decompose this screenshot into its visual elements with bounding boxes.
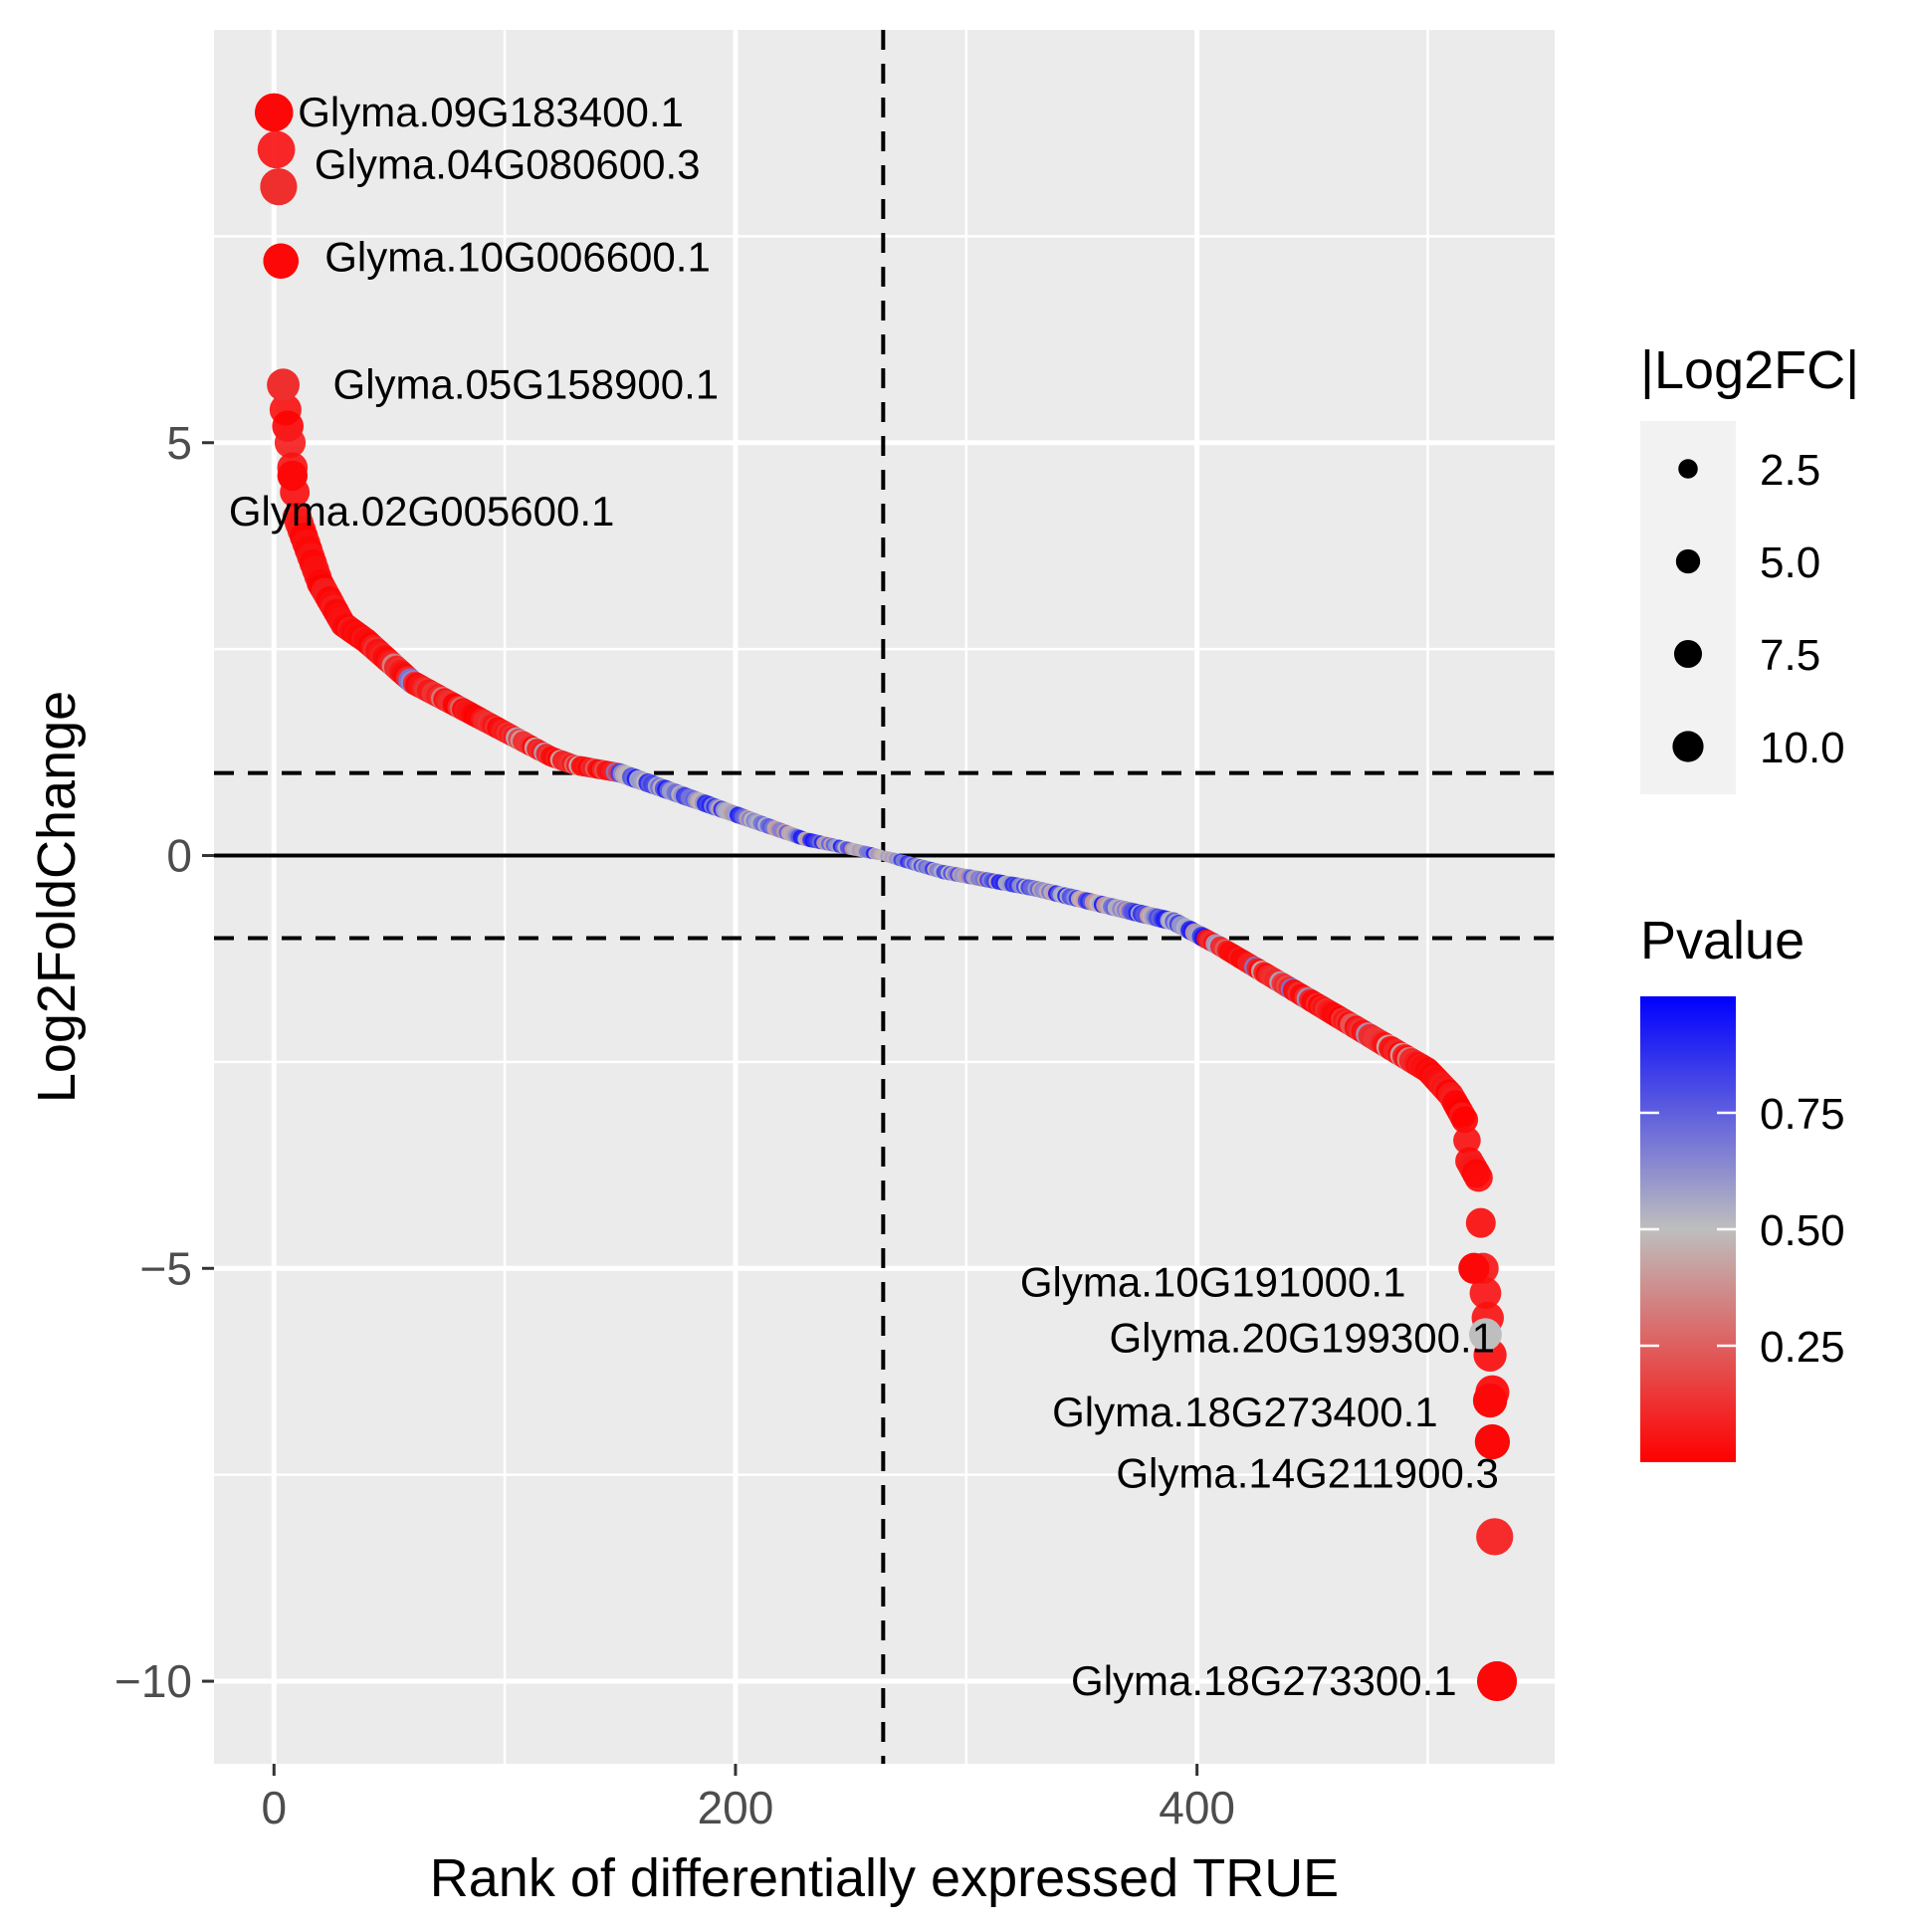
gene-label: Glyma.09G183400.1 bbox=[298, 89, 684, 135]
size-legend-label: 2.5 bbox=[1760, 446, 1820, 495]
color-legend: Pvalue 0.75 0.50 0.25 bbox=[1640, 911, 1845, 1462]
y-tick-label: 0 bbox=[166, 830, 192, 882]
y-axis: −10 −5 0 5 bbox=[114, 417, 214, 1707]
gene-label: Glyma.10G006600.1 bbox=[324, 233, 711, 280]
data-point bbox=[1464, 1163, 1493, 1192]
x-tick-label: 0 bbox=[261, 1782, 287, 1833]
data-point bbox=[1469, 1277, 1502, 1310]
size-legend-label: 10.0 bbox=[1760, 724, 1845, 772]
data-point bbox=[1451, 1106, 1479, 1134]
labeled-point bbox=[277, 460, 308, 492]
labeled-point bbox=[1474, 1423, 1511, 1460]
gene-label: Glyma.02G005600.1 bbox=[229, 488, 615, 535]
size-legend-title: |Log2FC| bbox=[1640, 340, 1859, 400]
data-point bbox=[1476, 1518, 1514, 1556]
data-point bbox=[257, 130, 296, 169]
data-point bbox=[1465, 1207, 1496, 1238]
x-tick-label: 400 bbox=[1159, 1782, 1235, 1833]
gene-label: Glyma.05G158900.1 bbox=[333, 361, 720, 408]
x-axis-title: Rank of differentially expressed TRUE bbox=[430, 1848, 1339, 1908]
gene-labels: Glyma.09G183400.1 Glyma.04G080600.3 Glyma.… bbox=[229, 89, 1499, 1704]
labeled-point bbox=[267, 368, 300, 402]
color-legend-label: 0.25 bbox=[1760, 1323, 1845, 1372]
labeled-point bbox=[1472, 1383, 1508, 1418]
labeled-point bbox=[1458, 1252, 1490, 1284]
size-legend-key bbox=[1678, 459, 1698, 479]
color-legend-label: 0.50 bbox=[1760, 1206, 1845, 1255]
data-points bbox=[255, 93, 1518, 1702]
labeled-point bbox=[260, 168, 298, 206]
color-legend-title: Pvalue bbox=[1640, 911, 1804, 970]
gene-label: Glyma.10G191000.1 bbox=[1020, 1258, 1406, 1305]
x-tick-label: 200 bbox=[698, 1782, 774, 1833]
gene-label: Glyma.04G080600.3 bbox=[315, 141, 701, 188]
gene-label: Glyma.18G273300.1 bbox=[1071, 1657, 1457, 1704]
y-tick-label: −5 bbox=[140, 1242, 192, 1294]
size-legend-key bbox=[1675, 548, 1701, 574]
gene-label: Glyma.20G199300.1 bbox=[1109, 1315, 1495, 1362]
x-axis: 0 200 400 bbox=[261, 1764, 1235, 1833]
color-legend-label: 0.75 bbox=[1760, 1090, 1845, 1139]
labeled-point bbox=[263, 243, 299, 279]
y-tick-label: −10 bbox=[114, 1655, 192, 1707]
y-tick-label: 5 bbox=[166, 417, 192, 469]
labeled-point bbox=[255, 93, 294, 132]
size-legend-label: 7.5 bbox=[1760, 631, 1820, 680]
data-point bbox=[1453, 1126, 1481, 1155]
size-legend-key bbox=[1673, 639, 1703, 669]
size-legend: |Log2FC| 2.5 5.0 7.5 10.0 bbox=[1640, 340, 1859, 794]
y-axis-title: Log2FoldChange bbox=[27, 691, 87, 1103]
gene-label: Glyma.14G211900.3 bbox=[1116, 1449, 1498, 1496]
size-legend-key bbox=[1672, 731, 1704, 762]
labeled-point bbox=[1469, 1318, 1502, 1352]
size-legend-label: 5.0 bbox=[1760, 538, 1820, 587]
gene-label: Glyma.18G273400.1 bbox=[1052, 1389, 1438, 1435]
data-point bbox=[274, 427, 307, 459]
labeled-point bbox=[1477, 1661, 1518, 1702]
